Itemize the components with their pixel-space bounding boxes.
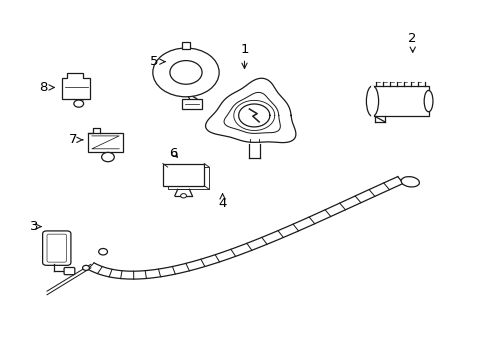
Ellipse shape bbox=[423, 90, 432, 112]
Bar bbox=[182, 99, 201, 109]
Bar bbox=[372, 86, 427, 116]
Text: 2: 2 bbox=[407, 32, 416, 52]
FancyBboxPatch shape bbox=[42, 231, 71, 265]
Polygon shape bbox=[62, 73, 90, 99]
Bar bbox=[88, 133, 123, 152]
Bar bbox=[181, 42, 190, 49]
Text: 8: 8 bbox=[40, 81, 54, 94]
Circle shape bbox=[102, 152, 114, 162]
Ellipse shape bbox=[366, 86, 378, 116]
Text: 1: 1 bbox=[240, 42, 248, 68]
Circle shape bbox=[74, 100, 83, 107]
Text: 6: 6 bbox=[169, 147, 178, 159]
FancyBboxPatch shape bbox=[47, 234, 66, 262]
Text: 4: 4 bbox=[218, 194, 226, 210]
Ellipse shape bbox=[400, 177, 419, 187]
Circle shape bbox=[180, 194, 186, 198]
Text: 5: 5 bbox=[150, 55, 164, 68]
Circle shape bbox=[153, 48, 219, 97]
Bar bbox=[167, 167, 209, 189]
Circle shape bbox=[82, 265, 89, 270]
Circle shape bbox=[99, 248, 107, 255]
Text: 7: 7 bbox=[68, 133, 82, 146]
FancyBboxPatch shape bbox=[64, 267, 75, 275]
Circle shape bbox=[169, 60, 202, 84]
Text: 3: 3 bbox=[30, 220, 41, 233]
Bar bbox=[163, 163, 204, 186]
